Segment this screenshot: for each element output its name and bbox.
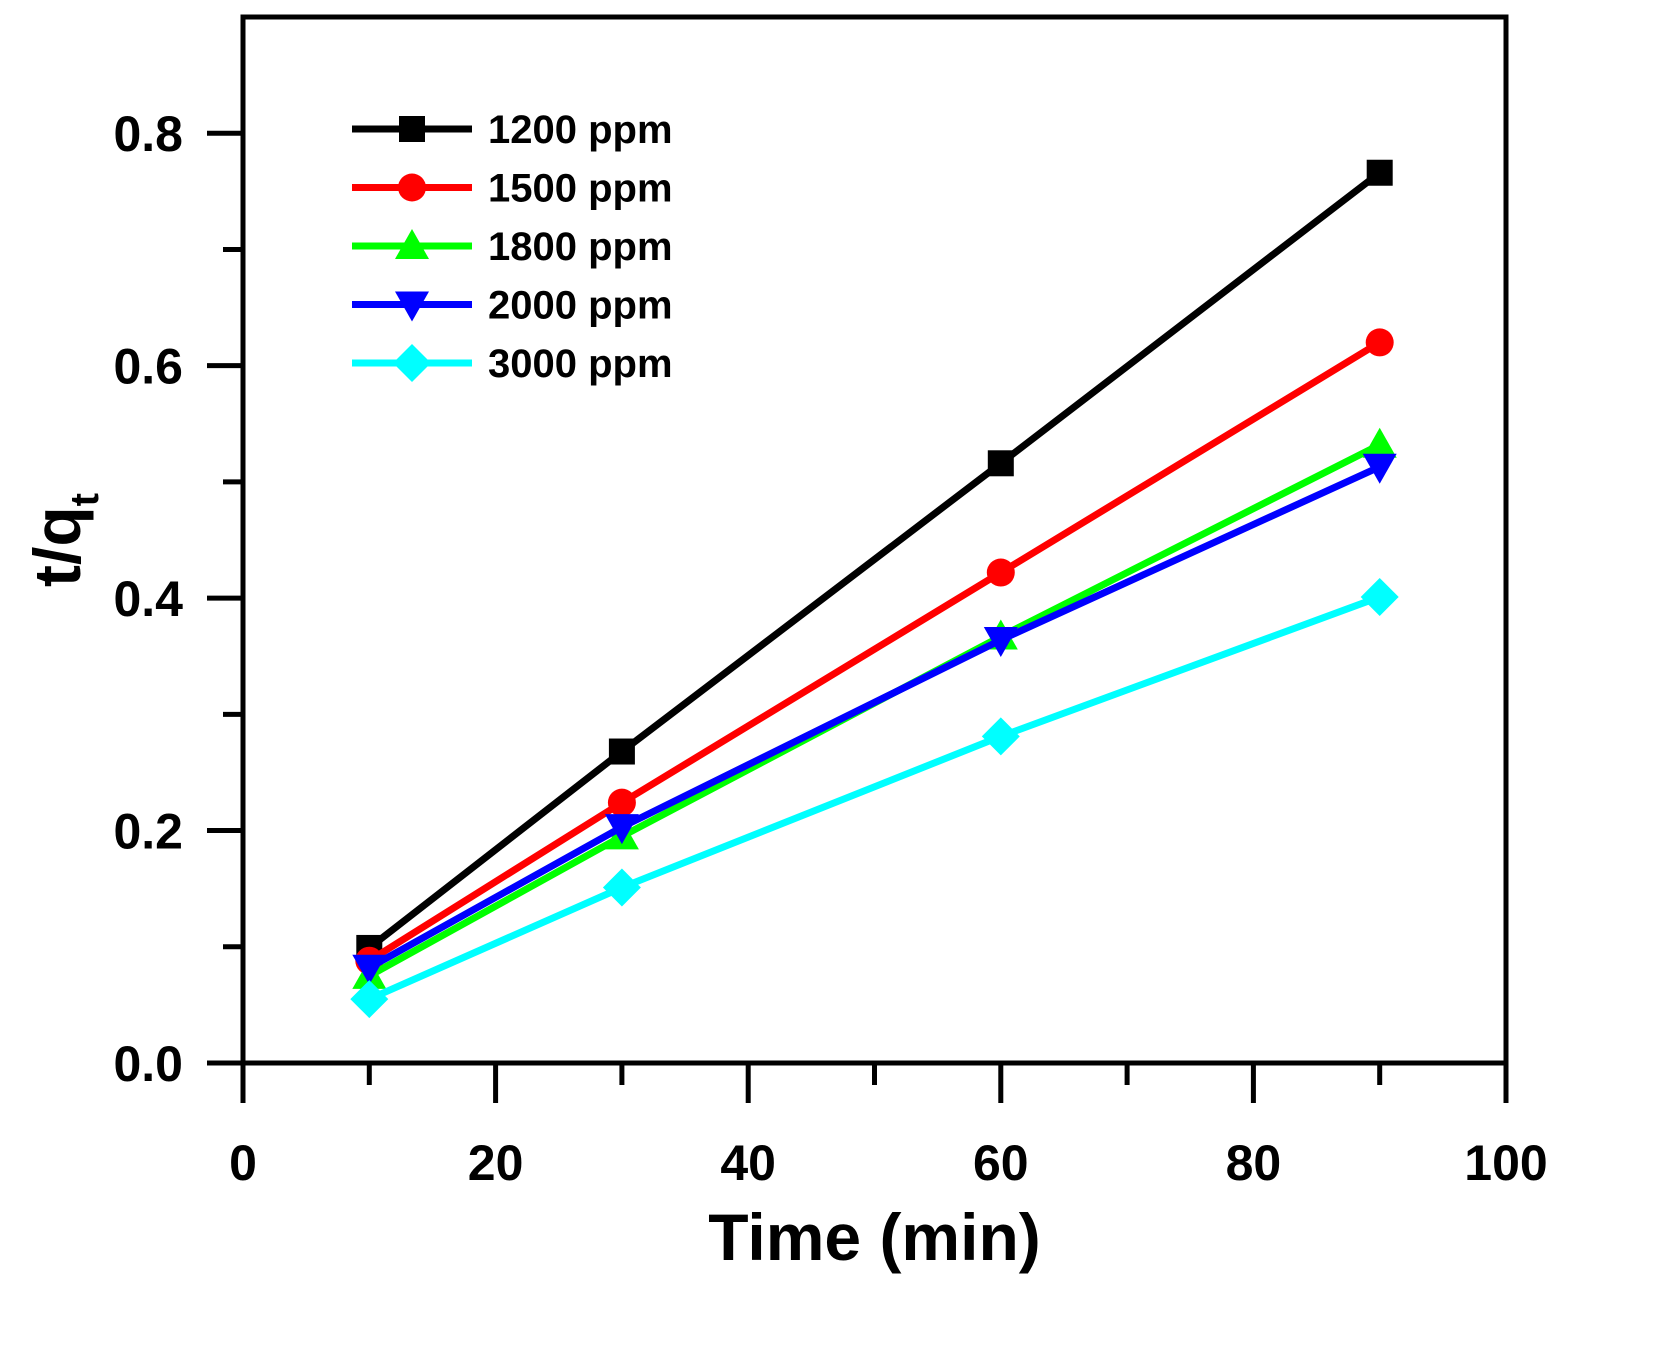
x-tick-label: 60 xyxy=(973,1135,1029,1191)
y-axis-title-subscript: t xyxy=(63,493,107,506)
legend-marker xyxy=(395,229,429,259)
series-2000-ppm xyxy=(352,453,1397,985)
data-point xyxy=(607,788,636,817)
axis-ticks: 0 20 40 60 80 100 0.0 0.2 0.4 0.6 0.8 xyxy=(113,106,1547,1191)
y-tick-label: 0.2 xyxy=(113,804,183,860)
data-point xyxy=(1365,328,1394,357)
series-layer xyxy=(350,159,1399,1019)
legend-label: 2000 ppm xyxy=(488,284,673,328)
series-3000-ppm xyxy=(350,577,1399,1019)
data-point xyxy=(608,738,635,765)
legend-marker xyxy=(393,344,431,382)
y-tick-label: 0.8 xyxy=(113,106,183,162)
data-point xyxy=(1360,577,1399,616)
series-1800-ppm xyxy=(352,427,1397,989)
data-point xyxy=(1362,453,1397,484)
legend-label: 1800 ppm xyxy=(488,225,673,269)
y-tick-label: 0.6 xyxy=(113,339,183,395)
legend-label: 3000 ppm xyxy=(488,342,673,386)
data-point xyxy=(983,626,1018,657)
y-tick-label: 0.0 xyxy=(113,1036,183,1092)
y-tick-label: 0.4 xyxy=(113,571,183,627)
data-point xyxy=(604,814,639,845)
series-line xyxy=(367,463,1382,971)
legend-label: 1500 ppm xyxy=(488,167,673,211)
x-tick-label: 40 xyxy=(720,1135,776,1191)
data-point xyxy=(987,450,1014,477)
series-line xyxy=(367,441,1382,979)
plot-frame xyxy=(240,14,1509,1066)
data-point xyxy=(350,980,389,1019)
x-axis-title: Time (min) xyxy=(708,1200,1040,1274)
data-point xyxy=(981,717,1020,756)
legend-marker xyxy=(399,116,425,142)
legend-label: 1200 ppm xyxy=(488,108,673,152)
legend-item: 3000 ppm xyxy=(352,342,673,386)
legend-item: 2000 ppm xyxy=(352,284,673,328)
y-axis-title-main: t/q xyxy=(20,506,94,587)
x-tick-label: 100 xyxy=(1464,1135,1547,1191)
legend-item: 1200 ppm xyxy=(352,108,673,152)
y-axis-title: t/qt xyxy=(20,493,107,587)
x-tick-label: 0 xyxy=(229,1135,257,1191)
series-1200-ppm xyxy=(356,159,1393,961)
series-1500-ppm xyxy=(355,328,1394,975)
data-point xyxy=(986,558,1015,587)
series-line xyxy=(367,169,1382,951)
series-line xyxy=(367,339,1382,964)
legend-marker xyxy=(398,173,426,202)
x-tick-label: 20 xyxy=(468,1135,524,1191)
data-point xyxy=(1366,159,1393,186)
data-point xyxy=(1362,427,1397,458)
series-line xyxy=(367,593,1381,1003)
legend-marker xyxy=(395,291,429,322)
x-tick-label: 80 xyxy=(1226,1135,1282,1191)
legend-item: 1800 ppm xyxy=(352,225,673,269)
data-point xyxy=(352,954,387,985)
data-point xyxy=(602,868,641,907)
legend: 1200 ppm 1500 ppm 1800 ppm 2000 ppm 3000 ppm xyxy=(352,108,673,386)
legend-item: 1500 ppm xyxy=(352,167,673,211)
